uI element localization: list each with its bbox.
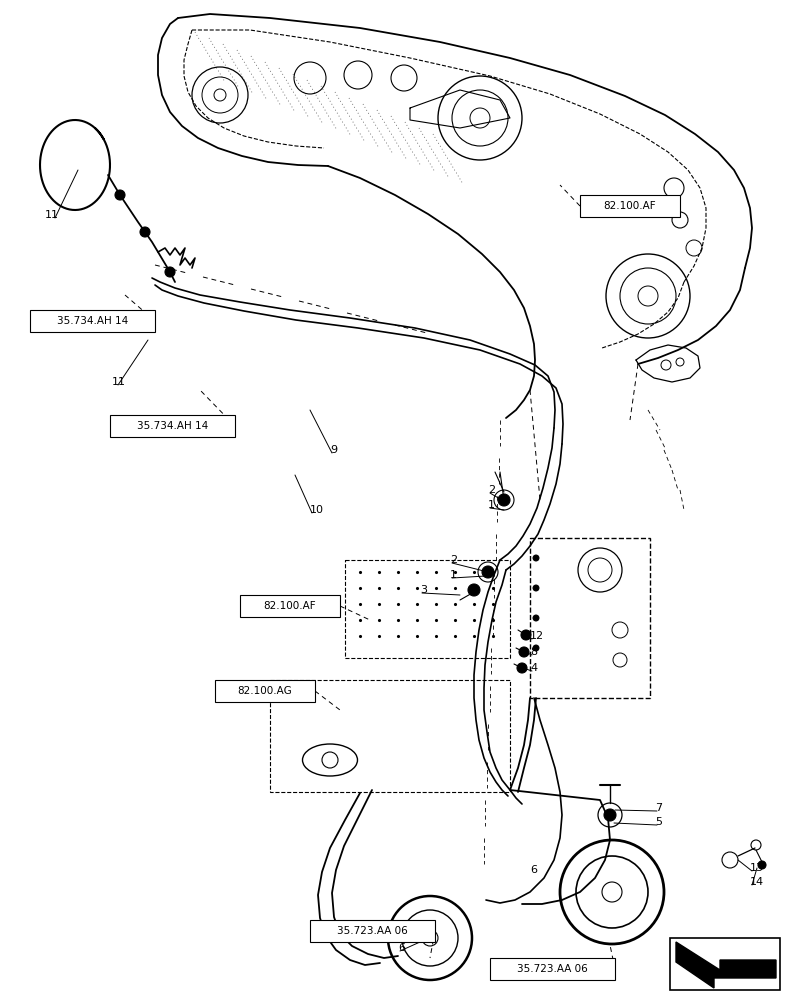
Circle shape — [604, 809, 616, 821]
Text: 35.734.AH 14: 35.734.AH 14 — [57, 316, 128, 326]
Text: 6: 6 — [398, 943, 405, 953]
Bar — [110, 415, 235, 437]
Text: 11: 11 — [45, 210, 59, 220]
Text: 4: 4 — [530, 663, 537, 673]
Bar — [215, 680, 315, 702]
Text: 14: 14 — [750, 877, 764, 887]
Circle shape — [533, 645, 539, 651]
Circle shape — [533, 615, 539, 621]
Text: 12: 12 — [530, 631, 544, 641]
Circle shape — [533, 555, 539, 561]
Circle shape — [115, 190, 125, 200]
Text: 3: 3 — [420, 585, 427, 595]
Text: 35.723.AA 06: 35.723.AA 06 — [337, 926, 408, 936]
Bar — [30, 310, 155, 332]
Circle shape — [517, 663, 527, 673]
Text: 1: 1 — [488, 500, 495, 510]
Circle shape — [165, 267, 175, 277]
Bar — [580, 195, 680, 217]
Circle shape — [519, 647, 529, 657]
Circle shape — [498, 494, 510, 506]
Bar — [240, 595, 340, 617]
Text: 82.100.AF: 82.100.AF — [263, 601, 316, 611]
Text: 10: 10 — [310, 505, 324, 515]
Text: 82.100.AG: 82.100.AG — [238, 686, 292, 696]
Text: 5: 5 — [655, 817, 662, 827]
Text: 6: 6 — [530, 865, 537, 875]
Text: 82.100.AF: 82.100.AF — [604, 201, 656, 211]
Text: 35.723.AA 06: 35.723.AA 06 — [517, 964, 588, 974]
Bar — [670, 938, 780, 990]
Circle shape — [533, 585, 539, 591]
Text: 11: 11 — [112, 377, 126, 387]
Text: 35.734.AH 14: 35.734.AH 14 — [137, 421, 208, 431]
Circle shape — [482, 566, 494, 578]
Text: 1: 1 — [450, 570, 457, 580]
Text: 8: 8 — [530, 647, 537, 657]
Text: 13: 13 — [750, 863, 764, 873]
Text: 7: 7 — [655, 803, 662, 813]
Text: 2: 2 — [450, 555, 457, 565]
Bar — [490, 958, 615, 980]
Circle shape — [468, 584, 480, 596]
Circle shape — [758, 861, 766, 869]
Bar — [310, 920, 435, 942]
Text: 2: 2 — [488, 485, 495, 495]
Circle shape — [521, 630, 531, 640]
Circle shape — [140, 227, 150, 237]
Text: 9: 9 — [330, 445, 337, 455]
Polygon shape — [676, 942, 776, 988]
